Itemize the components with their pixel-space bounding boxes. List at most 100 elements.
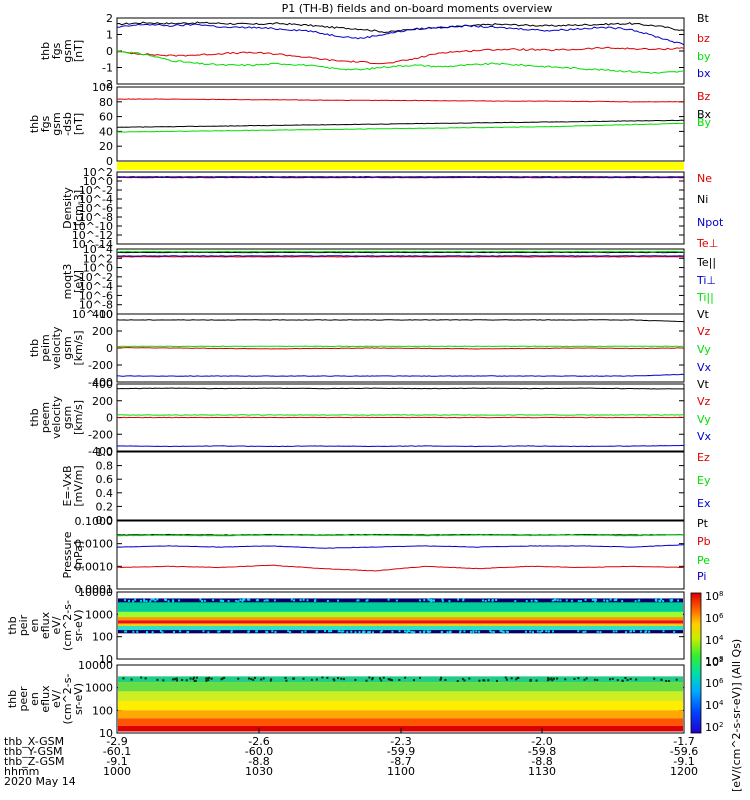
y-tick-label: 20	[99, 140, 113, 153]
spectrogram-speckle	[633, 630, 636, 633]
panel-7: 1.00.80.60.40.20.0 E=-VxB[mV/m] Ez Ey Ex	[61, 446, 711, 527]
y-tick-label: 10^2	[83, 252, 113, 265]
spectrogram-speckle	[662, 630, 665, 633]
colorbar-tick: 106	[705, 677, 724, 690]
spectrogram-speckle	[594, 600, 597, 603]
y-axis-label: thbpeemvelocitygsm[km/s]	[28, 396, 85, 439]
y-tick-label: 100	[92, 704, 113, 717]
colorbar-tick-base: 10	[705, 699, 719, 712]
y-axis-label: thbpeimvelocitygsm[km/s]	[28, 326, 85, 369]
y-tick-label: 0.0	[96, 514, 114, 527]
spectrogram-speckle	[371, 677, 374, 680]
colorbar-tick: 102	[705, 656, 723, 669]
spectrogram-speckle	[495, 679, 498, 682]
legend-6-2: Vz	[697, 395, 711, 408]
quality-flag-bar	[117, 162, 684, 170]
legend-8-4: Pi	[697, 570, 706, 583]
spectrogram-speckle	[365, 599, 368, 602]
colorbar-tick-base: 10	[705, 612, 719, 625]
spectrogram-speckle	[655, 599, 658, 602]
spectrogram-speckle	[330, 630, 333, 633]
y-axis-label-line: velocity	[50, 326, 63, 369]
spectrogram-speckle	[274, 630, 277, 633]
spectrogram-speckle	[439, 678, 442, 681]
spectrogram-speckle	[263, 599, 266, 602]
spectrogram-speckle	[502, 631, 505, 634]
figure-title: P1 (TH-B) fields and on-board moments ov…	[282, 2, 553, 15]
spectrogram-speckle	[220, 599, 223, 602]
x-row-value: -59.6	[670, 745, 698, 758]
spectrogram-speckle	[122, 677, 125, 680]
y-axis-label-line: gsm	[50, 112, 63, 135]
series-line-2-3	[116, 122, 685, 133]
y-tick-label: 60	[99, 111, 113, 124]
spectrogram-speckle	[132, 600, 135, 603]
spectrogram-speckle	[208, 676, 211, 679]
spectrogram-speckle	[427, 598, 430, 601]
spectrogram-speckle	[470, 630, 473, 633]
y-tick-label: 0	[106, 155, 113, 168]
legend-2-1: Bz	[697, 90, 711, 103]
spectrogram-speckle	[315, 678, 318, 681]
spectrogram-speckle	[427, 631, 430, 634]
colorbar-tick: 106	[705, 612, 724, 625]
y-tick-label: 0.8	[96, 460, 114, 473]
spectrogram-speckle	[358, 631, 361, 634]
spectrogram-speckle	[136, 630, 139, 633]
spectrogram-speckle	[556, 677, 559, 680]
spectrogram-speckle	[584, 598, 587, 601]
legend-8-3: Pe	[697, 554, 710, 567]
spectrogram-speckle	[203, 599, 206, 602]
spectrogram-speckle	[495, 599, 498, 602]
colorbar-tick-base: 10	[705, 677, 719, 690]
spectrogram-speckle	[535, 679, 538, 682]
spectrogram-speckle	[380, 630, 383, 633]
spectrogram-speckle	[645, 630, 648, 633]
spectrogram-speckle	[660, 598, 663, 601]
spectrogram-speckle	[510, 677, 513, 680]
spectrogram-speckle	[390, 679, 393, 682]
spectrogram-speckle	[235, 599, 238, 602]
x-row-value: -2.3	[390, 735, 411, 748]
spectrogram-speckle	[670, 599, 673, 602]
spectrogram-speckle	[529, 630, 532, 633]
y-axis-label-line: Pressure	[61, 531, 74, 578]
spectrogram-speckle	[405, 631, 408, 634]
spectrogram-speckle	[653, 677, 656, 680]
spectrogram-speckle	[582, 630, 585, 633]
spectrogram-speckle	[130, 678, 133, 681]
spectrogram-speckle	[189, 677, 192, 680]
y-tick-label: 10^2	[83, 166, 113, 179]
spectrogram-speckle	[237, 677, 240, 680]
spectrogram-speckle	[489, 630, 492, 633]
colorbar-tick: 102	[705, 721, 723, 734]
spectrogram-speckle	[577, 677, 580, 680]
y-axis-label-line: Density	[61, 187, 74, 229]
spectrogram-speckle	[551, 599, 554, 602]
spectrogram-speckle	[124, 599, 127, 602]
spectrogram-speckle	[552, 677, 555, 680]
spectrogram-speckle	[459, 630, 462, 633]
spectrogram-speckle	[593, 678, 596, 681]
spectrogram-speckle	[675, 678, 678, 681]
legend-1-1: Bt	[697, 12, 710, 25]
y-tick-label: 10^-4	[79, 193, 113, 206]
date-label: 2020 May 14	[4, 775, 76, 788]
spectrogram-speckle	[362, 630, 365, 633]
spectrogram-speckle	[579, 600, 582, 603]
y-tick-label: 0.6	[96, 473, 114, 486]
y-axis-label-line: eV/	[50, 690, 63, 708]
spectrogram-speckle	[161, 631, 164, 634]
spectrogram-speckle	[379, 677, 382, 680]
legend-3-1: Ne	[697, 172, 712, 185]
colorbar-tick: 108	[705, 590, 723, 603]
spectrogram-speckle	[342, 678, 345, 681]
y-axis-label: Pressure[nPa]	[61, 531, 85, 578]
spectrogram-speckle	[144, 677, 147, 680]
spectrogram-speckle	[634, 600, 637, 603]
spectrogram-speckle	[315, 630, 318, 633]
spectrogram-speckle	[152, 598, 155, 601]
spectrogram-speckle	[529, 679, 532, 682]
spectrogram-speckle	[478, 630, 481, 633]
spectrogram-speckle	[621, 600, 624, 603]
